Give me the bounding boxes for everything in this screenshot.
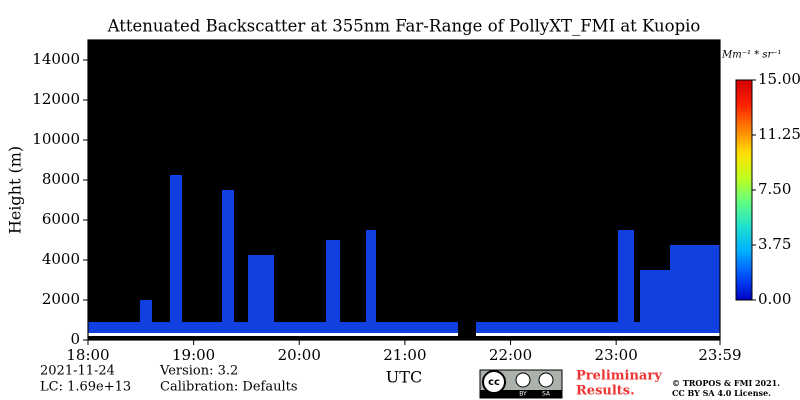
license-badge: cc BY SA — [479, 369, 563, 399]
badge-by: BY — [519, 391, 527, 398]
signal-texture — [88, 175, 720, 340]
x-tick-label: 19:00 — [172, 346, 215, 364]
axes: 0 2000 4000 6000 8000 10000 12000 14000 18:00 19:… — [32, 39, 742, 364]
axes-frame — [87, 39, 721, 341]
plot-background — [88, 40, 720, 340]
y-tick-label: 8000 — [42, 170, 80, 188]
y-tick-label: 0 — [70, 330, 80, 348]
x-tick-label: 20:00 — [278, 346, 321, 364]
y-axis-label: Height (m) — [6, 146, 25, 234]
copyright-line-2: CC BY SA 4.0 License. — [672, 388, 771, 398]
x-tick-label: 22:00 — [489, 346, 532, 364]
chart-title: Attenuated Backscatter at 355nm Far-Rang… — [107, 17, 701, 36]
y-tick-label: 14000 — [32, 50, 80, 68]
colorbar-unit: Mm⁻¹ * sr⁻¹ — [721, 50, 782, 61]
badge-cc: cc — [488, 377, 500, 388]
x-tick-label: 23:00 — [595, 346, 638, 364]
x-tick-label: 18:00 — [66, 346, 109, 364]
y-tick-label: 10000 — [32, 130, 80, 148]
colorbar-tick-label: 0.00 — [758, 290, 791, 308]
colorbar-tick-label: 7.50 — [758, 180, 791, 198]
copyright-line-1: © TROPOS & FMI 2021. — [672, 378, 780, 388]
plot-area — [88, 40, 720, 340]
y-tick-label: 2000 — [42, 290, 80, 308]
footer-calibration: Calibration: Defaults — [160, 380, 298, 395]
colorbar-tick-label: 11.25 — [758, 125, 800, 143]
x-tick-label: 21:00 — [383, 346, 426, 364]
y-tick-label: 12000 — [32, 90, 80, 108]
status-line-1: Preliminary — [576, 369, 662, 384]
y-tick-label: 6000 — [42, 210, 80, 228]
footer-date: 2021-11-24 — [40, 364, 115, 379]
colorbar-tick-label: 15.00 — [758, 70, 800, 88]
footer-lc: LC: 1.69e+13 — [40, 380, 131, 395]
x-tick-label: 23:59 — [698, 346, 741, 364]
status-line-2: Results. — [576, 384, 635, 399]
colorbar-tick-label: 3.75 — [758, 235, 791, 253]
footer-version: Version: 3.2 — [159, 364, 238, 379]
x-axis-label: UTC — [386, 368, 422, 387]
y-tick-label: 4000 — [42, 250, 80, 268]
colorbar: 0.00 3.75 7.50 11.25 15.00 — [735, 70, 800, 308]
badge-sa: SA — [542, 391, 551, 398]
colorbar-scale — [735, 79, 753, 301]
